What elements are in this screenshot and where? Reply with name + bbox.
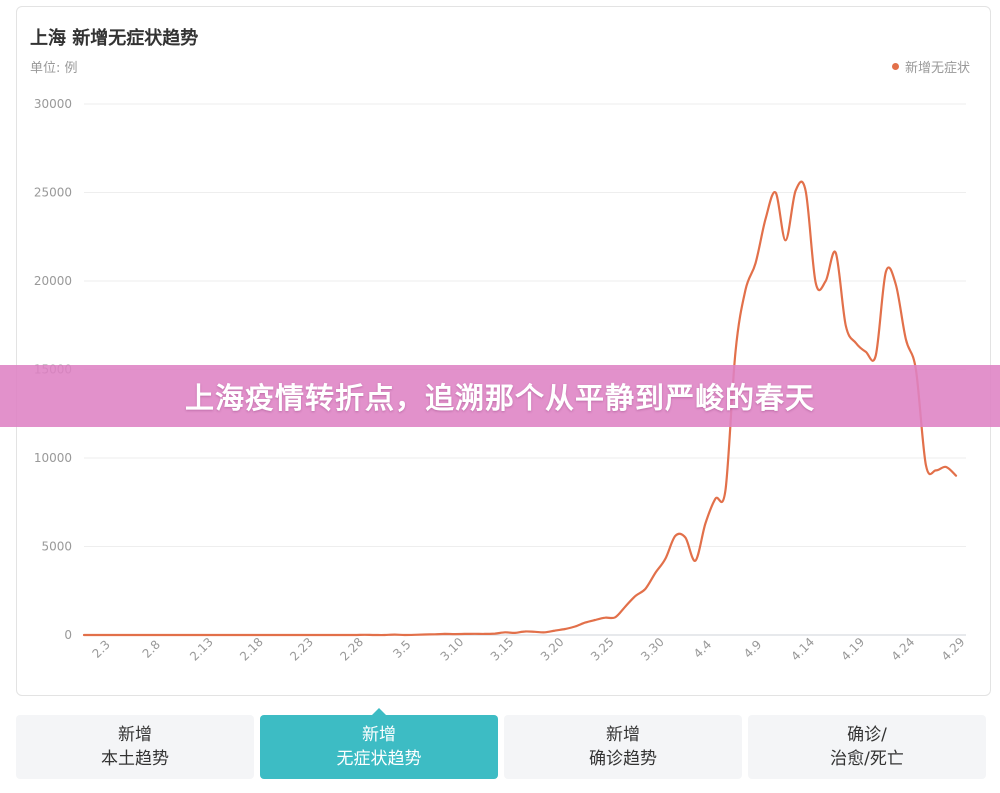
x-tick-label: 2.13: [187, 635, 216, 664]
chart-title: 上海 新增无症状趋势: [30, 28, 199, 49]
y-tick-label: 25000: [34, 186, 72, 200]
y-tick-label: 20000: [34, 274, 72, 288]
tab-line2: 无症状趋势: [336, 749, 422, 769]
unit-label: 单位: 例: [30, 61, 78, 76]
x-tick-label: 4.9: [741, 637, 764, 660]
x-tick-label: 4.19: [839, 635, 868, 664]
banner: 上海疫情转折点，追溯那个从平静到严峻的春天: [0, 365, 1000, 427]
y-tick-label: 10000: [34, 451, 72, 465]
tab-line1: 新增: [606, 725, 640, 745]
x-tick-label: 3.20: [538, 635, 567, 664]
y-tick-label: 5000: [41, 540, 72, 554]
tab-line2: 治愈/死亡: [830, 749, 904, 769]
chart-card: [16, 6, 991, 696]
legend[interactable]: 新增无症状: [891, 57, 970, 76]
tab-new-asymptomatic[interactable]: 新增 无症状趋势: [260, 708, 498, 779]
banner-title: 上海疫情转折点，追溯那个从平静到严峻的春天: [184, 381, 815, 415]
x-tick-label: 2.8: [140, 637, 163, 660]
x-tick-label: 3.5: [390, 637, 413, 660]
y-tick-label: 30000: [34, 97, 72, 111]
tab-line2: 确诊趋势: [589, 749, 657, 769]
x-tick-label: 2.18: [237, 635, 266, 664]
x-tick-label: 4.14: [788, 635, 817, 664]
legend-label: 新增无症状: [904, 61, 970, 76]
x-tick-label: 4.29: [939, 635, 968, 664]
tab-confirmed-cured-dead[interactable]: 确诊/ 治愈/死亡: [748, 715, 986, 779]
tab-bar: 新增 本土趋势 新增 无症状趋势 新增 确诊趋势 确诊/ 治愈/死亡: [16, 708, 986, 779]
series-line-asymptomatic: [82, 180, 958, 637]
x-tick-label: 3.10: [438, 635, 467, 664]
x-tick-label: 2.3: [90, 637, 113, 660]
tab-line1: 确诊/: [847, 725, 887, 745]
y-tick-label: 0: [64, 628, 72, 642]
line-chart: 0500010000150002000025000300002.32.82.13…: [34, 97, 968, 664]
x-tick-label: 3.15: [488, 635, 517, 664]
tab-line1: 新增: [362, 725, 396, 745]
x-tick-label: 2.23: [287, 635, 316, 664]
x-tick-label: 3.25: [588, 635, 617, 664]
tab-new-confirmed[interactable]: 新增 确诊趋势: [504, 715, 742, 779]
tab-line2: 本土趋势: [101, 749, 169, 769]
x-tick-label: 3.30: [638, 635, 667, 664]
x-tick-label: 2.28: [337, 635, 366, 664]
x-tick-label: 4.4: [691, 637, 714, 660]
legend-dot-icon: [891, 63, 899, 70]
tab-line1: 新增: [118, 725, 152, 745]
tab-new-local[interactable]: 新增 本土趋势: [16, 715, 254, 779]
x-tick-label: 4.24: [889, 635, 918, 664]
